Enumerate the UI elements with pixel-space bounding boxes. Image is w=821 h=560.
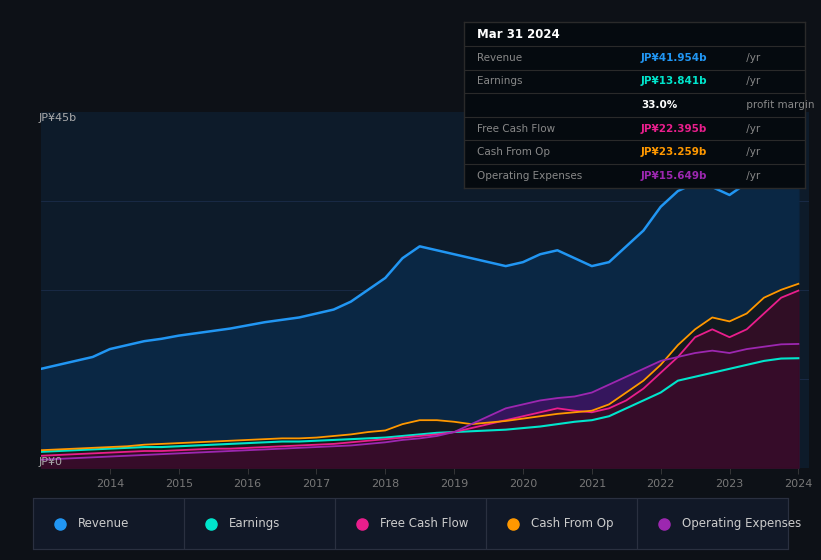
Text: 33.0%: 33.0%: [641, 100, 677, 110]
Text: Mar 31 2024: Mar 31 2024: [478, 27, 560, 41]
Text: Operating Expenses: Operating Expenses: [682, 517, 801, 530]
Text: Cash From Op: Cash From Op: [478, 147, 551, 157]
Text: Revenue: Revenue: [78, 517, 130, 530]
Text: /yr: /yr: [743, 147, 760, 157]
Text: JP¥23.259b: JP¥23.259b: [641, 147, 708, 157]
Text: Earnings: Earnings: [229, 517, 281, 530]
Text: Free Cash Flow: Free Cash Flow: [478, 124, 556, 134]
Text: JP¥22.395b: JP¥22.395b: [641, 124, 708, 134]
Text: Free Cash Flow: Free Cash Flow: [380, 517, 469, 530]
Text: /yr: /yr: [743, 171, 760, 181]
Text: JP¥45b: JP¥45b: [39, 113, 76, 123]
Text: /yr: /yr: [743, 124, 760, 134]
Text: JP¥15.649b: JP¥15.649b: [641, 171, 708, 181]
Text: JP¥41.954b: JP¥41.954b: [641, 53, 708, 63]
Text: Operating Expenses: Operating Expenses: [478, 171, 583, 181]
Text: /yr: /yr: [743, 76, 760, 86]
Text: /yr: /yr: [743, 53, 760, 63]
Text: profit margin: profit margin: [743, 100, 814, 110]
Text: Revenue: Revenue: [478, 53, 523, 63]
Text: Cash From Op: Cash From Op: [531, 517, 614, 530]
Text: Earnings: Earnings: [478, 76, 523, 86]
Text: JP¥0: JP¥0: [39, 457, 62, 467]
Text: JP¥13.841b: JP¥13.841b: [641, 76, 708, 86]
